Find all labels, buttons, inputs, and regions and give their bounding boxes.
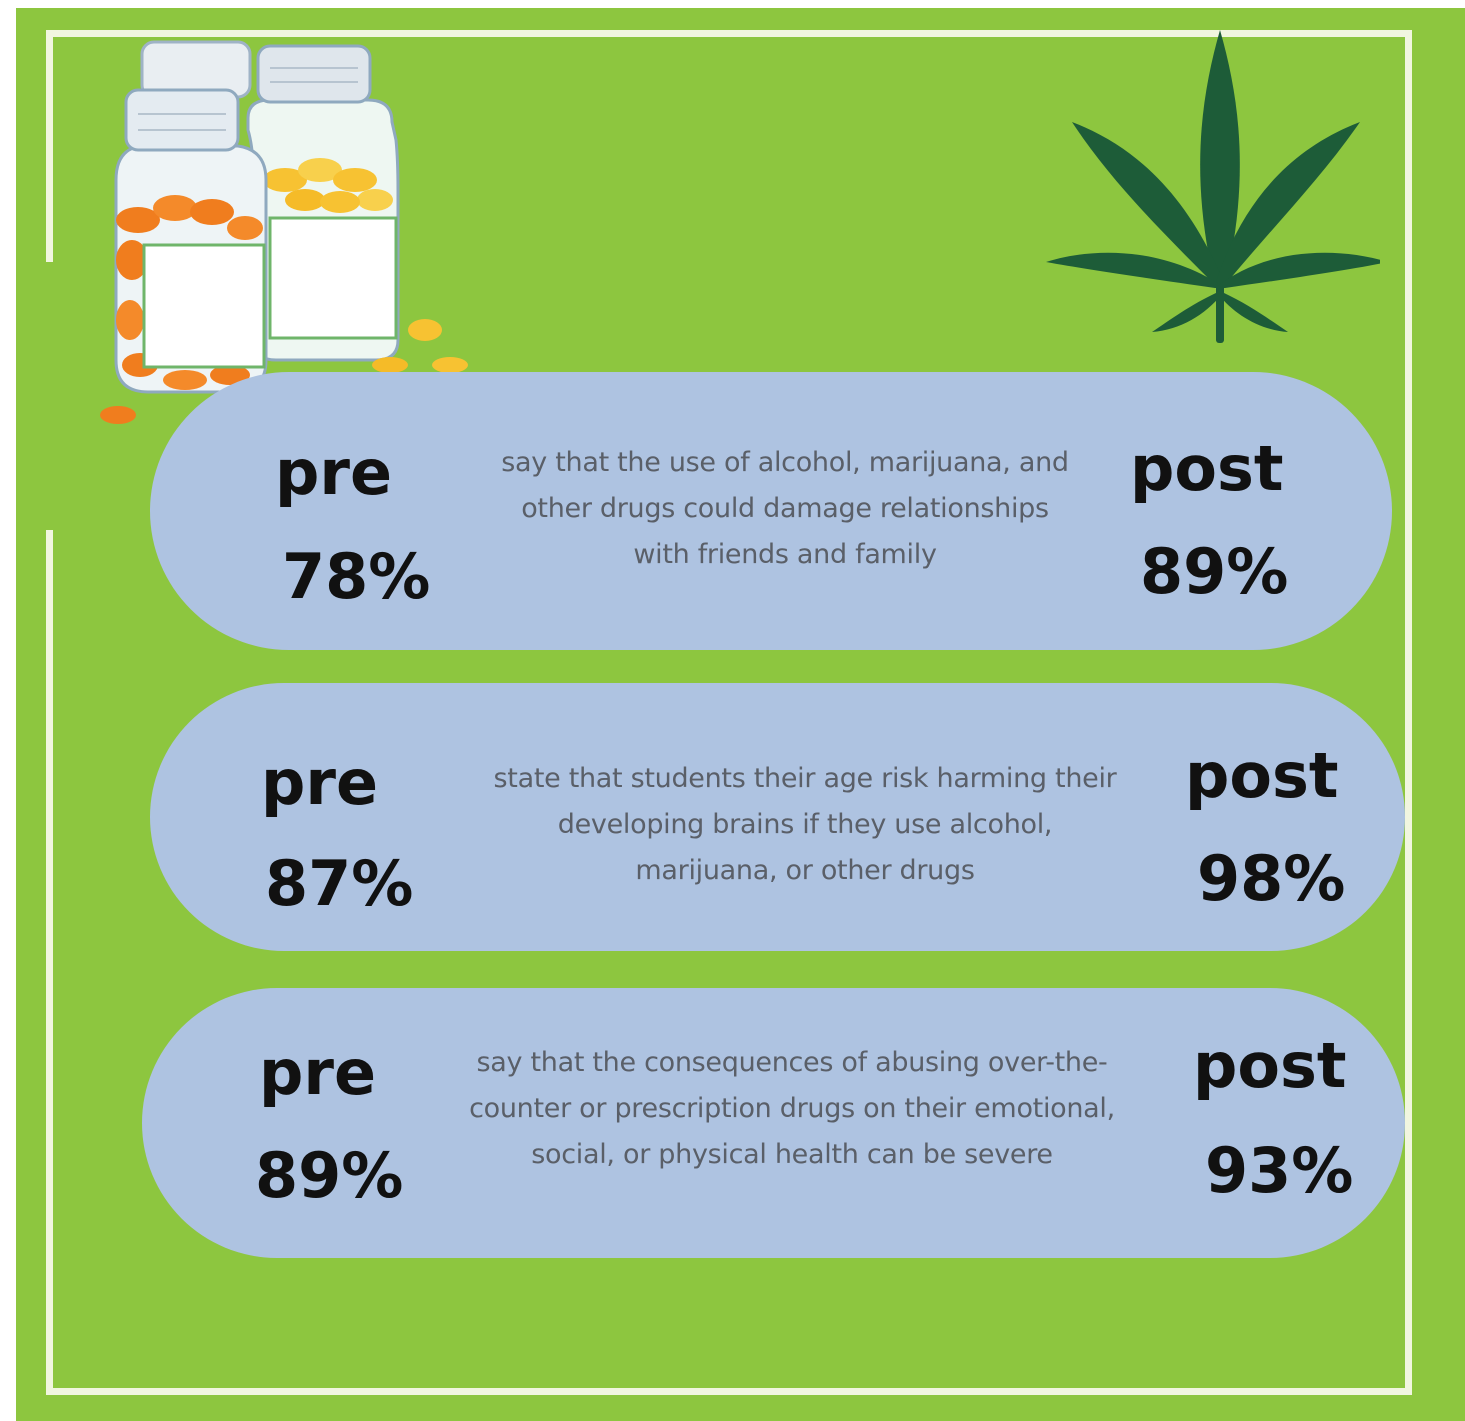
stat-description: say that the use of alcohol, marijuana, …: [501, 447, 1069, 570]
post-value: 93%: [1205, 1134, 1354, 1207]
post-value: 89%: [1140, 535, 1289, 608]
post-label: post: [1130, 432, 1284, 505]
pill-bottles-icon: [100, 40, 468, 424]
stat-card: [150, 372, 1392, 650]
pre-value: 87%: [265, 847, 414, 920]
post-label: post: [1193, 1029, 1347, 1102]
stat-description: state that students their age risk harmi…: [493, 763, 1117, 886]
post-value: 98%: [1197, 842, 1346, 915]
pre-label: pre: [259, 1036, 377, 1109]
post-label: post: [1185, 739, 1339, 812]
pre-value: 89%: [255, 1139, 404, 1212]
cannabis-leaf-icon: [1046, 30, 1380, 343]
pre-label: pre: [261, 746, 379, 819]
pre-label: pre: [275, 436, 393, 509]
stat-description: say that the consequences of abusing ove…: [469, 1047, 1115, 1170]
decorative-frame: [46, 30, 1412, 1395]
pre-value: 78%: [282, 540, 431, 613]
stat-card: [142, 988, 1405, 1258]
stat-card: [150, 683, 1405, 951]
frame-gap: [40, 262, 60, 530]
